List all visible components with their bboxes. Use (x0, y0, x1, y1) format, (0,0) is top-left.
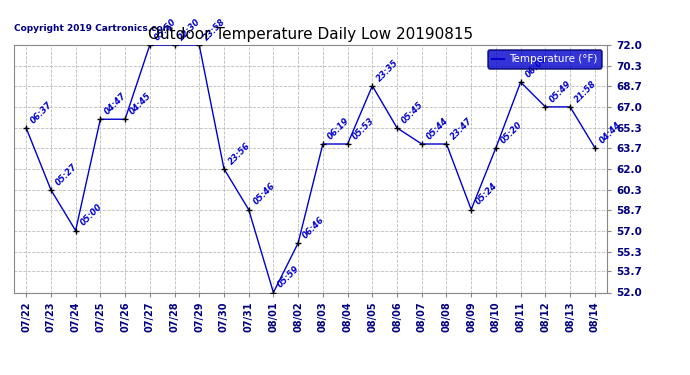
Text: 05:46: 05:46 (251, 182, 277, 207)
Text: 21:58: 21:58 (573, 79, 598, 104)
Text: 06:19: 06:19 (326, 116, 351, 141)
Text: 04:45: 04:45 (128, 91, 153, 117)
Title: Outdoor Temperature Daily Low 20190815: Outdoor Temperature Daily Low 20190815 (148, 27, 473, 42)
Text: 23:56: 23:56 (227, 141, 252, 166)
Text: 06:00: 06:00 (524, 54, 549, 80)
Text: 05:45: 05:45 (400, 100, 425, 125)
Text: 23:58: 23:58 (202, 17, 228, 42)
Text: 05:53: 05:53 (351, 116, 376, 141)
Text: 23:35: 23:35 (375, 58, 400, 83)
Text: 05:00: 05:00 (79, 202, 103, 228)
Text: 06:37: 06:37 (29, 100, 55, 125)
Text: 04:44: 04:44 (598, 120, 623, 145)
Text: 05:59: 05:59 (276, 264, 302, 290)
Text: 04:47: 04:47 (103, 91, 128, 117)
Text: 05:44: 05:44 (424, 116, 450, 141)
Text: 23:47: 23:47 (449, 116, 475, 141)
Text: 05:50: 05:50 (152, 17, 178, 42)
Text: 06:46: 06:46 (301, 215, 326, 240)
Text: 05:24: 05:24 (474, 182, 500, 207)
Text: Copyright 2019 Cartronics.com: Copyright 2019 Cartronics.com (14, 24, 172, 33)
Text: 05:49: 05:49 (548, 79, 573, 104)
Text: 05:20: 05:20 (499, 120, 524, 145)
Legend: Temperature (°F): Temperature (°F) (488, 50, 602, 69)
Text: 05:27: 05:27 (54, 162, 79, 187)
Text: 22:30: 22:30 (177, 17, 203, 42)
